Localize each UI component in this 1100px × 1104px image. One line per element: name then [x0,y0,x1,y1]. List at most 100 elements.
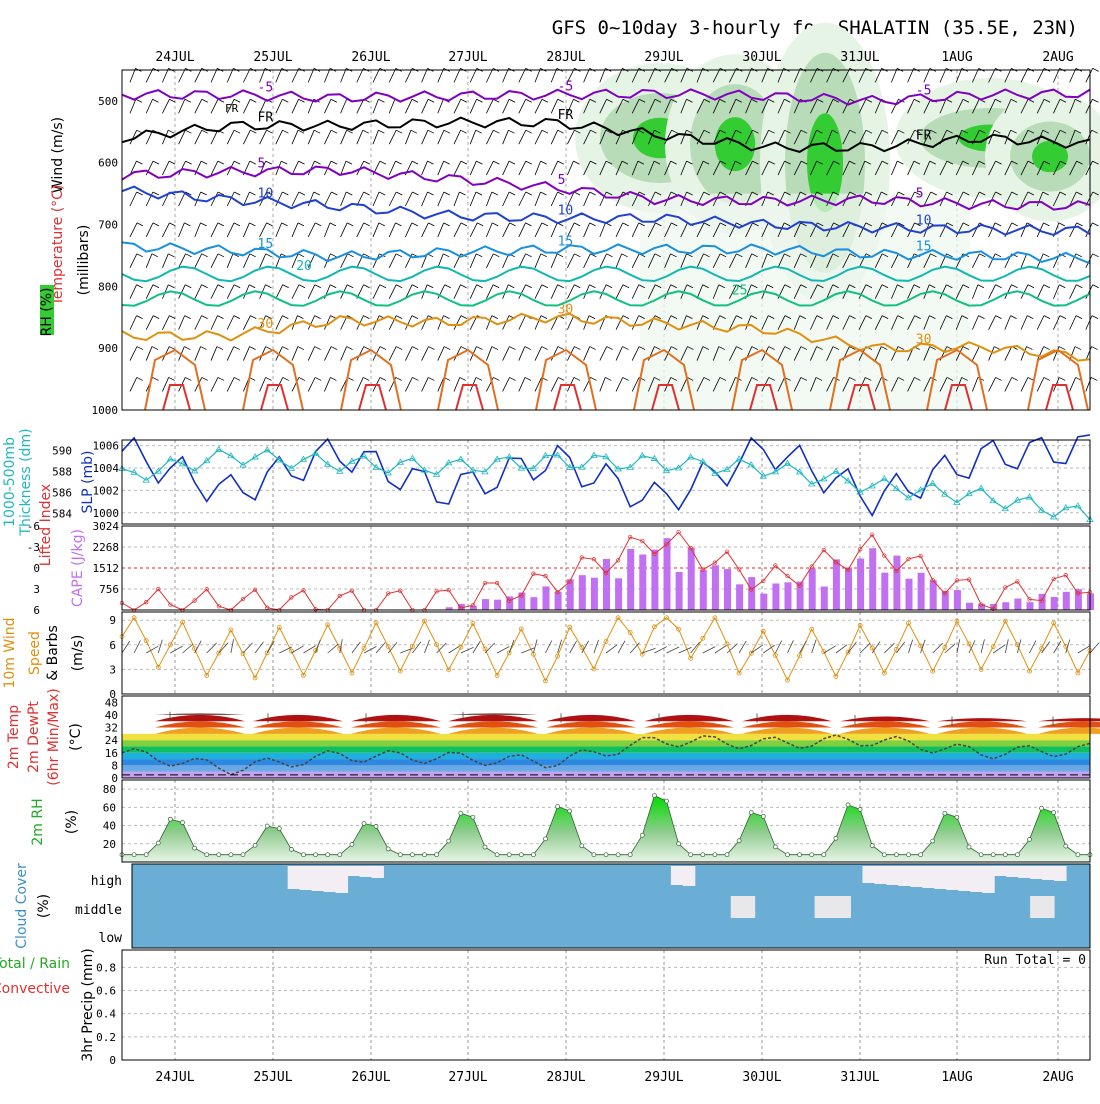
wind-barb-flag [233,346,240,350]
temp-tick-label: 16 [105,747,118,760]
wind-barb-flag [476,346,483,350]
lifted-index-marker [204,587,209,592]
rh-marker [155,840,161,846]
wind-barb [259,253,267,268]
date-top-label: 27JUL [448,50,487,65]
wind-barb-flag [345,160,353,165]
temp-hump [742,727,832,734]
date-top-label: 29JUL [644,50,683,65]
wind-barb [307,68,315,83]
wind-barb-flag [574,346,581,350]
wind-barb-flag [491,346,498,350]
wind-barb-flag [606,346,613,350]
wind-barb-flag [897,315,904,319]
wind-barb-flag [459,377,466,381]
wind-barb [1020,346,1027,361]
wind-barb-flag [169,315,176,319]
wind-barb-flag [201,129,208,134]
wind-barb-flag [427,191,434,196]
thickness-tick-label: 590 [52,445,72,458]
wind-barb-flag [282,377,289,381]
wind-barb-flag [638,315,645,319]
wind-barb-flag [298,377,306,381]
wind-barb-flag [378,222,386,227]
wind-barb-flag [945,98,953,103]
thickness-marker [832,467,840,474]
wind-barb [550,68,558,83]
wind-barb-flag [638,222,645,227]
wind-barb-flag [702,284,709,289]
date-bottom-label: 1AUG [941,1070,972,1085]
wind-barb-flag [670,284,677,289]
wind-barb-flag [962,160,970,165]
wind-barb [307,222,316,238]
surface-wind-barb [666,646,680,654]
wind-barb-flag [151,346,159,350]
wind-barb [145,191,154,207]
wind-barb [1085,284,1094,299]
wind-barb [1085,346,1092,361]
wind-barb-flag [540,160,547,165]
high-cloud-clear [970,866,983,892]
wind-barb-flag [444,284,451,289]
surface-wind-barb [266,640,275,654]
wind-barb [988,377,996,392]
wind-barb-flag [363,346,370,350]
wind-barb-flag [703,191,710,196]
wind-barb [388,346,397,361]
wind-barb-flag [346,222,354,227]
temp-contour-hot [1045,384,1074,411]
wind-barb-flag [249,346,256,350]
wind-barb-flag [929,315,936,319]
wind-barb-flag [524,377,532,381]
wind-barb [259,222,267,238]
wind-barb-flag [1091,315,1099,319]
wind-barb-flag [314,222,322,227]
wind-barb-flag [1042,129,1050,134]
lifted-index-marker [785,574,790,579]
wind-speed-marker [700,635,706,641]
li-tick-label: -6 [27,520,40,533]
wind-barb-flag [946,160,954,165]
wind-barb [1069,284,1077,299]
wind-barb [939,99,947,114]
wind-barb-flag [768,315,775,319]
date-bottom-label: 28JUL [546,1070,585,1085]
wind-barb-flag [281,222,288,227]
wind-speed-marker [276,624,282,630]
wind-barb [502,222,510,238]
cape-bar [687,547,695,610]
rh-marker [918,852,923,858]
wind-barb [988,284,996,299]
wind-barb [777,130,785,145]
lifted-index-marker [761,578,766,583]
temp-contour-hot [926,348,988,411]
wind-barb [243,222,250,238]
wind-barb [226,315,235,330]
wind-speed-marker [216,650,222,656]
wind-barb [534,68,541,83]
wind-barb-flag [363,377,370,381]
wind-barb [405,315,413,330]
slp-tick-label: 1000 [93,507,120,520]
temp-contour-hot [553,384,582,411]
wind-barb-flag [736,346,743,350]
wind-barb-flag [443,346,451,350]
wind-speed-marker [833,674,839,679]
lifted-index-marker [749,587,754,592]
wind-barb-flag [525,160,532,165]
lifted-index-marker [700,567,705,572]
wind-barb-flag [702,346,710,350]
wind-barb-flag [217,377,225,381]
surface-wind-barb [327,643,339,654]
surface-wind-barb [242,642,253,654]
wind-barb-flag [557,191,564,196]
panel-frame [121,949,1091,1061]
surface-wind-barb [279,646,293,654]
wind-barb [372,253,380,268]
rh-area-gradient [122,795,1090,862]
wind-barb [210,253,219,268]
wind-barb [631,99,640,114]
wind-barb-flag [946,284,953,289]
wind-barb [388,68,397,83]
